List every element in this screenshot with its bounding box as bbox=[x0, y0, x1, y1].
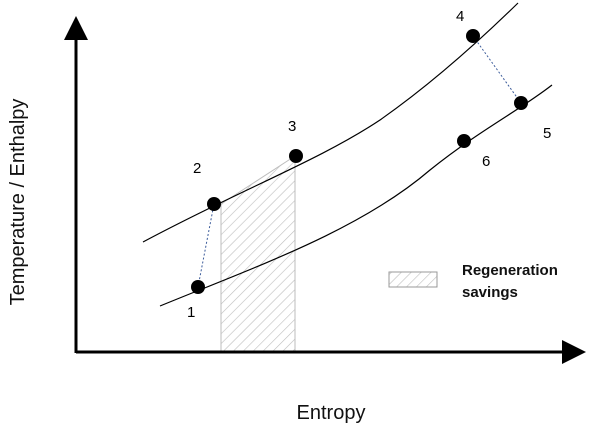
point-1 bbox=[191, 280, 205, 294]
connector-4-5 bbox=[472, 35, 522, 104]
point-label-2: 2 bbox=[193, 160, 201, 177]
legend-line-2: savings bbox=[462, 284, 518, 301]
legend-line-1: Regeneration bbox=[462, 262, 558, 279]
point-6 bbox=[457, 134, 471, 148]
point-label-4: 4 bbox=[456, 8, 464, 25]
lower-pressure-curve bbox=[159, 84, 553, 307]
point-label-5: 5 bbox=[543, 125, 551, 142]
point-4 bbox=[466, 29, 480, 43]
point-label-3: 3 bbox=[288, 118, 296, 135]
point-3 bbox=[289, 149, 303, 163]
point-label-1: 1 bbox=[187, 304, 195, 321]
legend-swatch bbox=[388, 271, 438, 288]
x-axis-title: Entropy bbox=[297, 402, 366, 424]
point-2 bbox=[207, 197, 221, 211]
upper-pressure-curve bbox=[142, 2, 519, 243]
y-axis-title: Temperature / Enthalpy bbox=[7, 99, 29, 306]
connector-1-2 bbox=[197, 203, 215, 288]
point-5 bbox=[514, 96, 528, 110]
point-label-6: 6 bbox=[482, 153, 490, 170]
